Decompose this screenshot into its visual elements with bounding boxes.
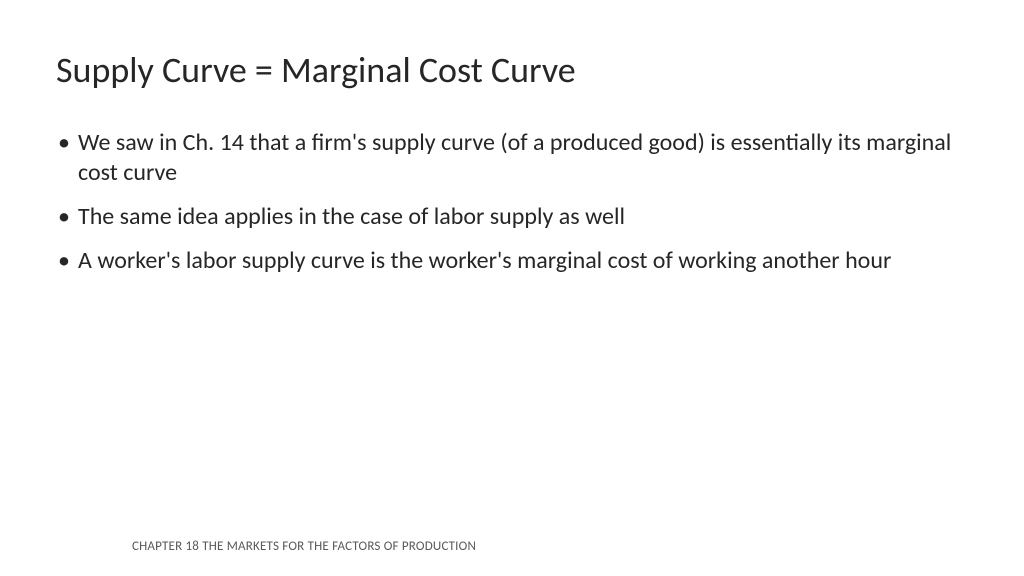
bullet-list: We saw in Ch. 14 that a firm's supply cu… <box>56 128 968 276</box>
bullet-item: The same idea applies in the case of lab… <box>56 202 968 232</box>
slide-footer: CHAPTER 18 THE MARKETS FOR THE FACTORS O… <box>132 539 476 554</box>
slide-title: Supply Curve = Marginal Cost Curve <box>56 48 968 92</box>
slide-container: Supply Curve = Marginal Cost Curve We sa… <box>0 0 1024 576</box>
bullet-item: We saw in Ch. 14 that a firm's supply cu… <box>56 128 968 188</box>
bullet-item: A worker's labor supply curve is the wor… <box>56 246 968 276</box>
slide-content: We saw in Ch. 14 that a firm's supply cu… <box>56 128 968 576</box>
